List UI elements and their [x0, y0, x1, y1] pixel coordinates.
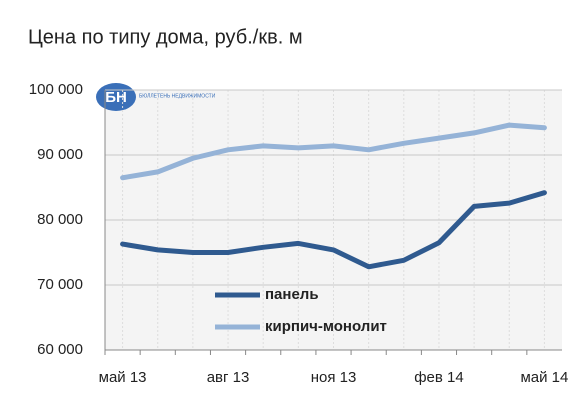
logo-mark: БН [105, 89, 127, 106]
logo-text: БЮЛЛЕТЕНЬ НЕДВИЖИМОСТИ [139, 93, 216, 99]
x-tick-label: май 13 [99, 369, 147, 386]
legend-label: панель [265, 286, 319, 303]
chart-title: Цена по типу дома, руб./кв. м [28, 26, 303, 48]
legend-label: кирпич-монолит [265, 318, 387, 335]
y-tick-label: 70 000 [37, 276, 83, 293]
y-tick-label: 100 000 [29, 81, 83, 98]
x-tick-label: ноя 13 [311, 369, 357, 386]
y-tick-label: 60 000 [37, 341, 83, 358]
y-tick-label: 90 000 [37, 146, 83, 163]
x-tick-label: май 14 [520, 369, 568, 386]
x-tick-label: фев 14 [414, 369, 464, 386]
series-line [120, 190, 547, 270]
x-tick-label: авг 13 [207, 369, 250, 386]
y-tick-label: 80 000 [37, 211, 83, 228]
series-line [120, 122, 547, 181]
